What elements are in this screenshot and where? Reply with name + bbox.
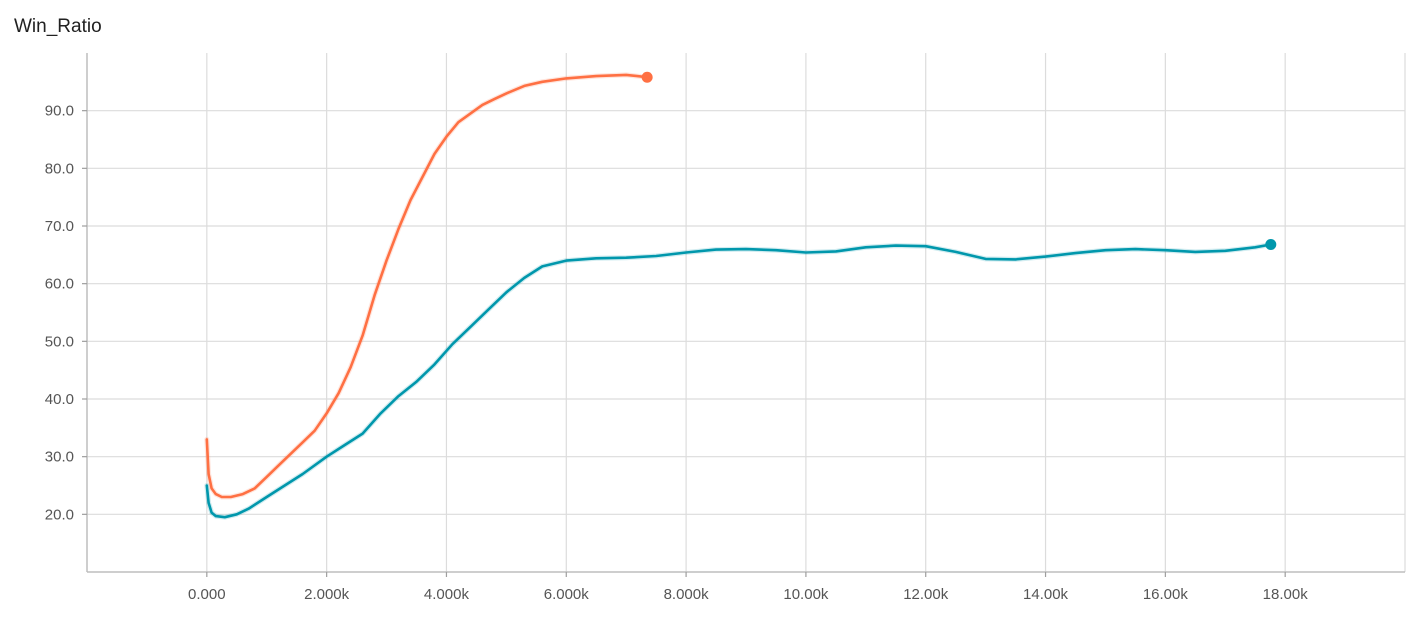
x-tick-label: 18.00k: [1263, 586, 1309, 603]
x-tick-label: 4.000k: [424, 586, 470, 603]
y-tick-label: 50.0: [45, 333, 74, 350]
y-tick-label: 80.0: [45, 160, 74, 177]
chart-title: Win_Ratio: [14, 16, 102, 37]
y-tick-label: 70.0: [45, 218, 74, 235]
y-tick-label: 40.0: [45, 391, 74, 408]
grid-layer: [87, 53, 1406, 572]
series-line: [205, 243, 1273, 519]
series-raw-line: [204, 242, 1274, 520]
x-tick-label: 16.00k: [1143, 586, 1189, 603]
x-tick-label: 12.00k: [903, 586, 949, 603]
series-end-point[interactable]: [1265, 238, 1277, 250]
series-layer: [204, 71, 1277, 520]
y-tick-label: 60.0: [45, 276, 74, 293]
series-line: [205, 73, 649, 499]
x-tick-label: 8.000k: [664, 586, 710, 603]
x-tick-label: 14.00k: [1023, 586, 1069, 603]
y-tick-label: 20.0: [45, 506, 74, 523]
tick-layer: 0.000 2.000k 4.000k 6.000k 8.000k 10.00k 12.00…: [45, 103, 1308, 603]
axis-layer: [86, 53, 1405, 573]
series-end-point[interactable]: [641, 71, 653, 83]
y-tick-label: 90.0: [45, 103, 74, 120]
y-tick-label: 30.0: [45, 449, 74, 466]
x-tick-label: 0.000: [188, 586, 226, 603]
x-tick-label: 6.000k: [544, 586, 590, 603]
x-tick-label: 10.00k: [783, 586, 829, 603]
series-raw-line: [204, 72, 650, 500]
x-tick-label: 2.000k: [304, 586, 350, 603]
